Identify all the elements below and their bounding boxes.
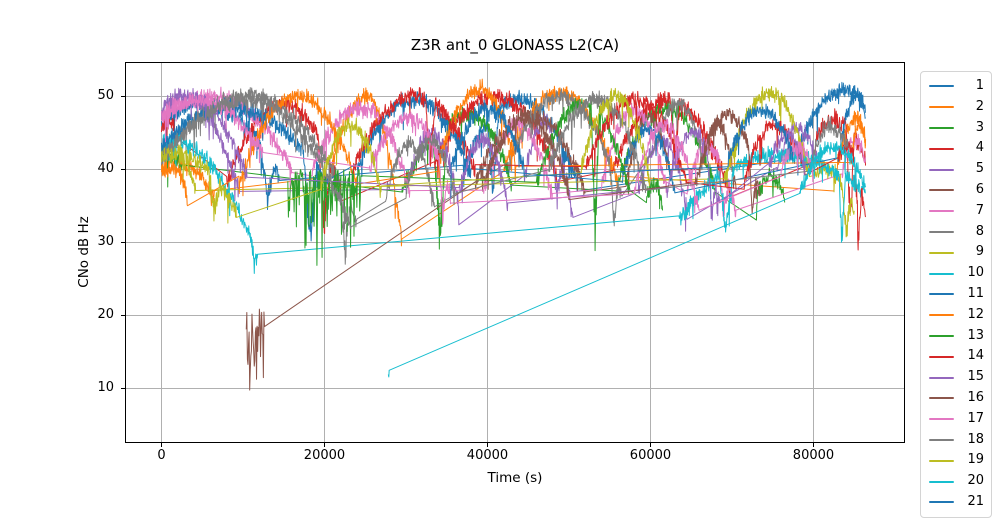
legend-item: 4: [929, 138, 984, 159]
legend-item: 16: [929, 388, 984, 409]
legend-item: 18: [929, 430, 984, 451]
legend-item: 10: [929, 263, 984, 284]
legend-line-sample-icon: [929, 210, 954, 213]
legend-line-sample-icon: [929, 418, 954, 421]
chart-title: Z3R ant_0 GLONASS L2(CA): [410, 36, 620, 54]
legend-item: 19: [929, 450, 984, 471]
legend-item: 8: [929, 222, 984, 243]
legend-label: 1: [975, 78, 984, 93]
legend-line-sample-icon: [929, 314, 954, 317]
legend-label: 10: [967, 265, 984, 281]
legend-item: 9: [929, 242, 984, 263]
x-tick-mark: [323, 443, 325, 447]
legend-label: 5: [975, 161, 984, 177]
y-tick-label: 20: [97, 307, 114, 323]
legend-label: 14: [967, 348, 984, 364]
legend-item: 13: [929, 326, 984, 347]
legend-item: 20: [929, 471, 984, 492]
legend-line-sample-icon: [929, 147, 954, 150]
legend-item: 17: [929, 409, 984, 430]
x-axis-label: Time (s): [487, 470, 543, 486]
legend-item: 7: [929, 201, 984, 222]
legend-item: 12: [929, 305, 984, 326]
legend-line-sample-icon: [929, 397, 954, 400]
legend-line-sample-icon: [929, 272, 954, 275]
x-tick-label: 60000: [629, 448, 672, 463]
legend-label: 19: [967, 452, 984, 468]
legend-item: 14: [929, 346, 984, 367]
legend-label: 4: [975, 140, 984, 156]
x-tick-label: 20000: [303, 448, 346, 463]
legend-line-sample-icon: [929, 355, 954, 358]
x-tick-mark: [486, 443, 488, 447]
legend-item: 6: [929, 180, 984, 201]
legend-line-sample-icon: [929, 438, 954, 441]
y-tick-label: 40: [97, 161, 114, 177]
legend-item: 5: [929, 159, 984, 180]
legend-line-sample-icon: [929, 106, 954, 109]
legend: 1 2 3 4 5 6 7 8 9 10 11 12 13 14 15 16 17 18 19 20 21: [920, 71, 992, 518]
legend-line-sample-icon: [929, 230, 954, 233]
plot-area: [125, 62, 905, 443]
legend-line-sample-icon: [929, 189, 954, 192]
legend-line-sample-icon: [929, 334, 954, 337]
legend-line-sample-icon: [929, 293, 954, 296]
legend-label: 6: [975, 181, 984, 197]
figure-root: { "style": { "background": "#ffffff", "g…: [76, 36, 992, 518]
legend-line-sample-icon: [929, 85, 954, 88]
legend-label: 18: [967, 431, 984, 447]
y-tick-label: 10: [97, 380, 114, 396]
legend-label: 3: [975, 119, 984, 135]
legend-item: 21: [929, 492, 984, 513]
legend-line-sample-icon: [929, 480, 954, 483]
legend-line-sample-icon: [929, 376, 954, 379]
x-tick-mark: [649, 443, 651, 447]
legend-line-sample-icon: [929, 459, 954, 462]
x-tick-label: 0: [157, 448, 166, 463]
y-tick-label: 50: [97, 88, 114, 104]
legend-label: 12: [967, 306, 984, 322]
x-tick-label: 40000: [466, 448, 509, 463]
legend-label: 13: [967, 327, 984, 343]
legend-label: 15: [967, 369, 984, 385]
legend-label: 20: [967, 473, 984, 489]
y-tick-mark: [121, 314, 125, 316]
legend-label: 7: [975, 202, 984, 218]
legend-label: 21: [967, 493, 984, 509]
legend-label: 16: [967, 389, 984, 405]
legend-line-sample-icon: [929, 168, 954, 171]
x-tick-mark: [812, 443, 814, 447]
x-tick-label: 80000: [792, 448, 835, 463]
legend-label: 2: [975, 98, 984, 114]
legend-label: 9: [975, 244, 984, 260]
legend-item: 15: [929, 367, 984, 388]
y-tick-mark: [121, 95, 125, 97]
legend-item: 3: [929, 118, 984, 139]
y-tick-label: 30: [97, 234, 114, 250]
legend-item: 1: [929, 76, 984, 97]
legend-line-sample-icon: [929, 126, 954, 129]
legend-line-sample-icon: [929, 251, 954, 254]
legend-label: 11: [967, 285, 984, 301]
y-axis-label: CNo dB Hz: [76, 216, 92, 288]
x-tick-mark: [160, 443, 162, 447]
legend-item: 11: [929, 284, 984, 305]
y-tick-mark: [121, 241, 125, 243]
legend-item: 2: [929, 97, 984, 118]
y-tick-mark: [121, 387, 125, 389]
legend-label: 8: [975, 223, 984, 239]
legend-line-sample-icon: [929, 501, 954, 504]
y-tick-mark: [121, 168, 125, 170]
legend-label: 17: [967, 410, 984, 426]
